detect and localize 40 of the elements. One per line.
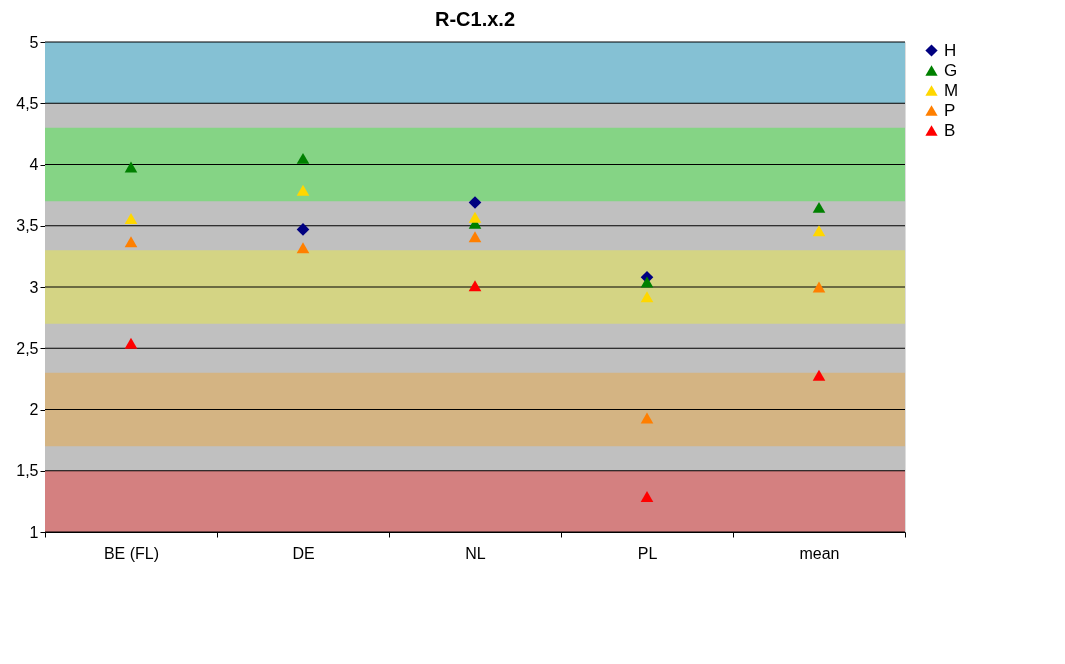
point xyxy=(124,212,138,224)
point xyxy=(468,211,482,223)
x-tick-label: PL xyxy=(637,544,658,562)
point xyxy=(124,337,138,349)
y-tick-label: 1 xyxy=(29,523,39,541)
legend-label: H xyxy=(944,40,957,60)
y-tick-label: 4,5 xyxy=(16,94,39,112)
point xyxy=(124,236,138,248)
point xyxy=(296,223,310,236)
y-tick-label: 3 xyxy=(29,278,39,296)
point xyxy=(812,369,826,381)
y-tick-label: 2 xyxy=(29,401,39,418)
x-tick-label: mean xyxy=(799,544,840,562)
point xyxy=(812,225,826,237)
point xyxy=(640,491,654,502)
y-tick-label: 4 xyxy=(29,156,39,173)
y-tick-label: 2,5 xyxy=(16,339,39,357)
legend-label: P xyxy=(944,100,956,120)
point xyxy=(812,201,826,213)
y-tick-label: 1,5 xyxy=(16,462,39,480)
x-tick-label: DE xyxy=(292,544,315,562)
point xyxy=(468,280,482,292)
point xyxy=(296,152,310,164)
point xyxy=(296,242,310,254)
x-tick-label: BE (FL) xyxy=(103,544,160,562)
point xyxy=(296,184,310,196)
legend-label: B xyxy=(944,120,956,140)
chart-title: R-C1.x.2 xyxy=(434,8,516,30)
y-tick-label: 5 xyxy=(29,33,39,51)
point xyxy=(640,291,654,303)
legend-label: M xyxy=(944,80,959,100)
point xyxy=(124,161,138,173)
y-tick-label: 3,5 xyxy=(16,217,39,235)
legend-label: G xyxy=(944,60,958,80)
point xyxy=(468,231,482,243)
point xyxy=(812,281,826,293)
x-tick-label: NL xyxy=(465,544,486,562)
point xyxy=(468,196,482,209)
point xyxy=(640,412,654,424)
point xyxy=(640,276,654,288)
